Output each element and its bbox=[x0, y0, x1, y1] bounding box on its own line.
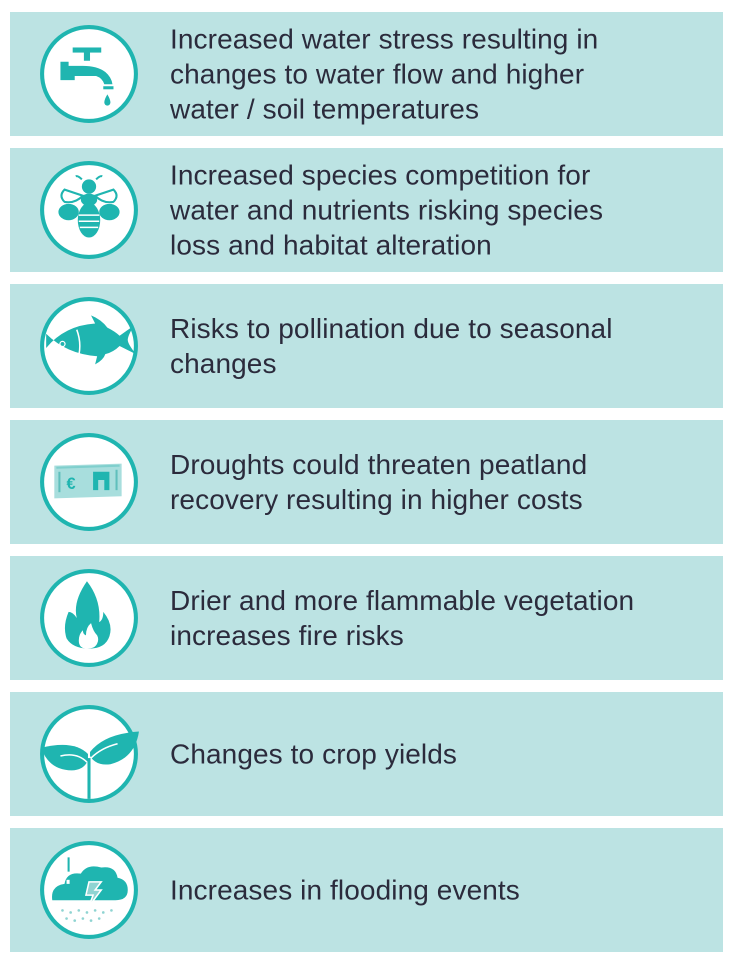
risk-card-pollination: Risks to pollination due to seasonal cha… bbox=[10, 284, 723, 408]
risk-text: Droughts could threaten peatland recover… bbox=[170, 449, 588, 515]
euro-banknote-icon: € bbox=[38, 431, 140, 533]
risk-card-species-competition: Increased species competition for water … bbox=[10, 148, 723, 272]
fire-icon bbox=[38, 567, 140, 669]
risk-card-water-stress: Increased water stress resulting in chan… bbox=[10, 12, 723, 136]
storm-cloud-icon bbox=[38, 839, 140, 941]
risk-card-crop-yields: Changes to crop yields bbox=[10, 692, 723, 816]
risk-text: Increases in flooding events bbox=[170, 874, 520, 906]
risk-card-flooding: Increases in flooding events bbox=[10, 828, 723, 952]
risk-text: Increased water stress resulting in chan… bbox=[170, 23, 599, 125]
water-tap-icon bbox=[38, 23, 140, 125]
risk-card-peatland-recovery: € Droughts could threaten peatland recov… bbox=[10, 420, 723, 544]
risk-text: Changes to crop yields bbox=[170, 738, 458, 770]
risk-text: Increased species competition for water … bbox=[170, 159, 604, 261]
risk-card-fire-risk: Drier and more flammable vegetation incr… bbox=[10, 556, 723, 680]
fish-icon bbox=[38, 295, 140, 397]
svg-text:€: € bbox=[67, 475, 76, 493]
risk-text: Risks to pollination due to seasonal cha… bbox=[170, 313, 613, 379]
climate-risk-list: Increased water stress resulting in chan… bbox=[10, 12, 723, 964]
seedling-icon bbox=[38, 703, 140, 805]
bee-icon bbox=[38, 159, 140, 261]
risk-text: Drier and more flammable vegetation incr… bbox=[170, 585, 635, 651]
